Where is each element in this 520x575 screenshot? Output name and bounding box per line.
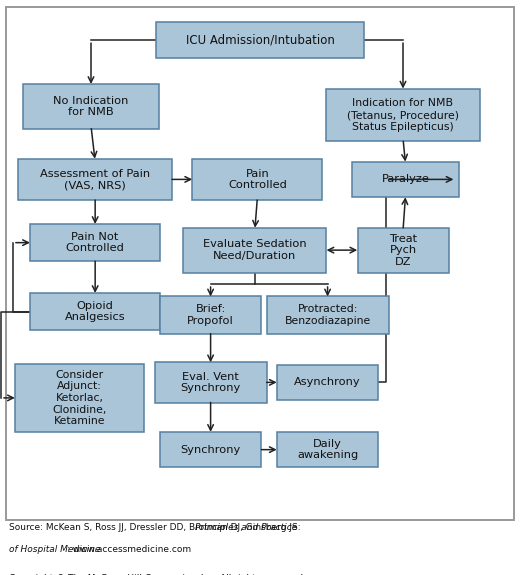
FancyBboxPatch shape: [160, 432, 261, 467]
FancyBboxPatch shape: [155, 362, 267, 402]
Text: Daily
awakening: Daily awakening: [297, 439, 358, 461]
FancyBboxPatch shape: [358, 228, 448, 273]
Text: Copyright © The McGraw-Hill Companies, Inc. All rights reserved.: Copyright © The McGraw-Hill Companies, I…: [9, 574, 306, 575]
FancyBboxPatch shape: [30, 224, 160, 261]
Text: Indication for NMB
(Tetanus, Procedure)
Status Epilepticus): Indication for NMB (Tetanus, Procedure) …: [347, 98, 459, 132]
Text: : www.accessmedicine.com: : www.accessmedicine.com: [67, 545, 191, 554]
FancyBboxPatch shape: [267, 297, 389, 333]
Text: Brief:
Propofol: Brief: Propofol: [187, 304, 234, 326]
FancyBboxPatch shape: [160, 297, 261, 333]
FancyBboxPatch shape: [353, 162, 459, 197]
Text: of Hospital Medicine: of Hospital Medicine: [9, 545, 101, 554]
Text: Pain Not
Controlled: Pain Not Controlled: [66, 232, 125, 254]
Text: Protracted:
Benzodiazapine: Protracted: Benzodiazapine: [284, 304, 371, 326]
Text: Assessment of Pain
(VAS, NRS): Assessment of Pain (VAS, NRS): [40, 168, 150, 190]
FancyBboxPatch shape: [156, 22, 364, 58]
Text: Paralyze: Paralyze: [382, 174, 430, 185]
Text: Consider
Adjunct:
Ketorlac,
Clonidine,
Ketamine: Consider Adjunct: Ketorlac, Clonidine, K…: [53, 370, 107, 426]
Text: ICU Admission/Intubation: ICU Admission/Intubation: [186, 34, 334, 47]
FancyBboxPatch shape: [23, 84, 159, 129]
FancyBboxPatch shape: [277, 432, 379, 467]
Text: Principles and Practice: Principles and Practice: [196, 523, 297, 532]
FancyBboxPatch shape: [19, 159, 172, 200]
Text: Treat
Pych
DZ: Treat Pych DZ: [389, 233, 417, 267]
Text: Asynchrony: Asynchrony: [294, 377, 361, 388]
FancyBboxPatch shape: [192, 159, 322, 200]
FancyBboxPatch shape: [183, 228, 327, 273]
Text: No Indication
for NMB: No Indication for NMB: [54, 95, 128, 117]
FancyBboxPatch shape: [327, 89, 480, 141]
Text: Evaluate Sedation
Need/Duration: Evaluate Sedation Need/Duration: [203, 239, 307, 261]
Text: Source: McKean S, Ross JJ, Dressler DD, Brotman DJ, Ginsberg JS:: Source: McKean S, Ross JJ, Dressler DD, …: [9, 523, 304, 532]
Text: Eval. Vent
Synchrony: Eval. Vent Synchrony: [180, 371, 241, 393]
Text: Opioid
Analgesics: Opioid Analgesics: [65, 301, 125, 323]
FancyBboxPatch shape: [15, 364, 144, 432]
FancyBboxPatch shape: [277, 365, 379, 400]
FancyBboxPatch shape: [30, 293, 160, 330]
Text: Pain
Controlled: Pain Controlled: [228, 168, 287, 190]
Text: Synchrony: Synchrony: [180, 444, 241, 455]
